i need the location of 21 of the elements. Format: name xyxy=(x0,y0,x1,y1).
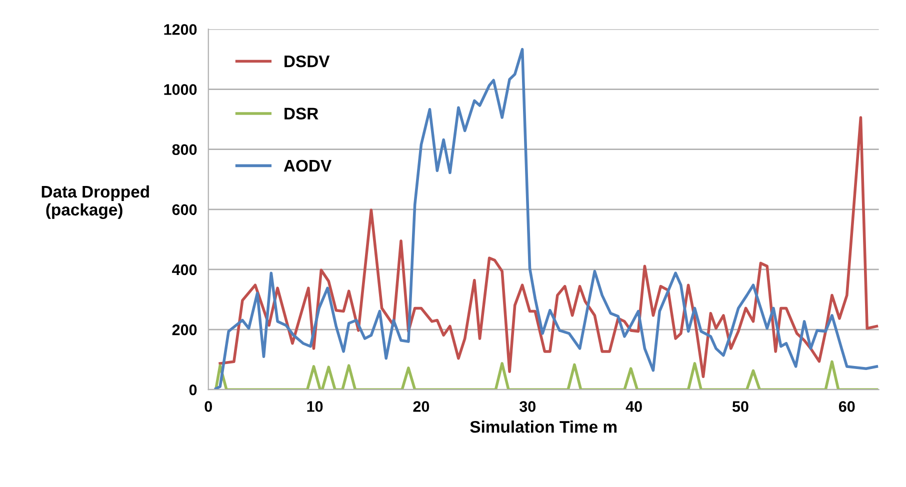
y-tick-label: 0 xyxy=(189,384,197,396)
x-tick-label: 50 xyxy=(732,401,748,412)
x-tick-label: 10 xyxy=(307,401,323,412)
legend-label: AODV xyxy=(284,160,332,172)
x-tick-label: 20 xyxy=(413,401,430,412)
line-series xyxy=(214,360,878,390)
x-tick-label: 0 xyxy=(204,401,212,412)
legend-label: DSDV xyxy=(284,55,330,68)
y-tick-label: 1000 xyxy=(164,84,197,95)
legend-label: DSR xyxy=(284,108,318,120)
y-axis-title: Data Dropped (package) xyxy=(42,185,149,219)
y-tick-label: 400 xyxy=(172,264,197,276)
x-axis-title: Simulation Time m xyxy=(470,420,617,433)
x-tick-label: 60 xyxy=(838,401,855,412)
y-tick-label: 800 xyxy=(172,144,197,156)
y-tick-label: 200 xyxy=(172,324,197,336)
x-tick-label: 30 xyxy=(519,401,536,412)
y-tick-label: 600 xyxy=(172,204,197,216)
x-tick-label: 40 xyxy=(626,401,642,412)
y-tick-label: 1200 xyxy=(164,24,197,35)
line-series xyxy=(214,48,878,390)
